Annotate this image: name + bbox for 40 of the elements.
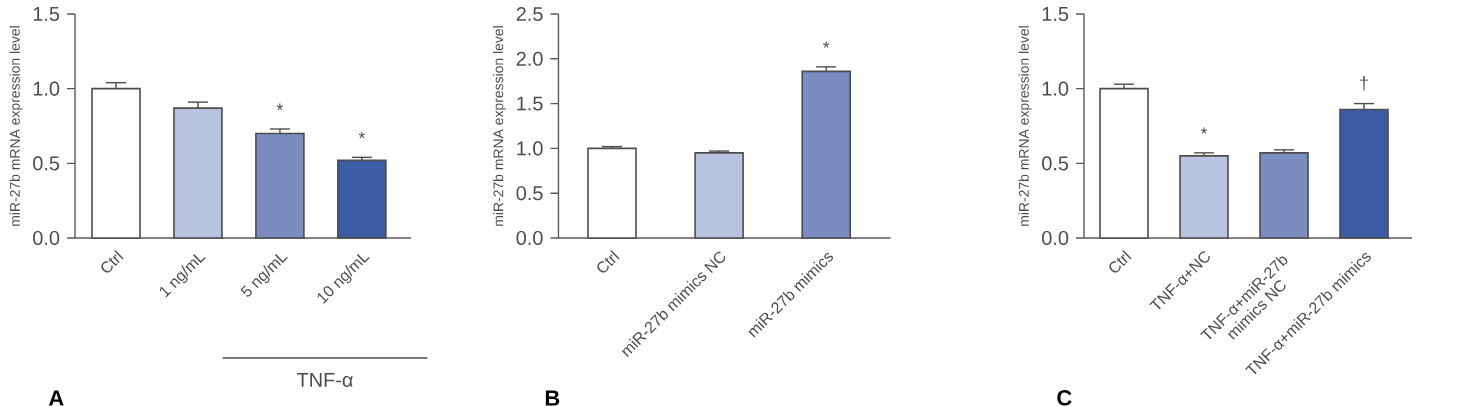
bar	[1339, 108, 1389, 239]
y-tick-label: 1.0	[517, 141, 543, 156]
y-tick-label: 0.5	[33, 156, 60, 171]
y-tick-label: 2.0	[516, 51, 543, 66]
bar	[337, 159, 387, 239]
y-tick-label: 2.5	[516, 6, 543, 22]
annotation: *	[276, 103, 284, 110]
y-tick-label: 0.5	[516, 186, 543, 201]
y-tick-label: 1.5	[1042, 7, 1069, 21]
y-tick-label: 0.5	[1042, 156, 1069, 171]
annotation: *	[358, 131, 366, 139]
x-tick-label: Ctrl	[597, 250, 620, 273]
x-tick-label: Ctrl	[1109, 250, 1132, 273]
annotation: †	[1360, 76, 1368, 91]
y-axis-title: miR-27b mRNA expression level	[493, 26, 507, 226]
y-tick-label: 0.0	[33, 230, 60, 246]
bar	[1179, 155, 1229, 239]
y-axis-title: miR-27b mRNA expression level	[1018, 26, 1032, 226]
text: C	[1057, 390, 1072, 406]
y-axis-title: miR-27b mRNA expression level	[9, 26, 23, 226]
bar	[1099, 87, 1149, 239]
y-tick-label: 1.0	[1042, 81, 1069, 96]
annotation: *	[1200, 127, 1208, 134]
y-tick-label: 1.5	[33, 7, 60, 21]
text: A	[48, 390, 64, 406]
text: TNF-α	[296, 373, 353, 387]
y-tick-label: 0.0	[516, 230, 543, 246]
annotation: *	[823, 41, 830, 48]
bar	[587, 147, 637, 239]
y-tick-label: 0.0	[1042, 230, 1069, 246]
y-tick-label: 1.5	[517, 96, 543, 111]
bar	[694, 152, 744, 239]
bar	[91, 87, 141, 239]
bar	[173, 107, 223, 239]
text: B	[545, 390, 560, 406]
y-tick-label: 1.0	[33, 81, 60, 96]
bar	[1259, 152, 1309, 239]
bar	[801, 70, 851, 239]
bar	[255, 132, 305, 239]
x-tick-label: Ctrl	[101, 250, 124, 273]
